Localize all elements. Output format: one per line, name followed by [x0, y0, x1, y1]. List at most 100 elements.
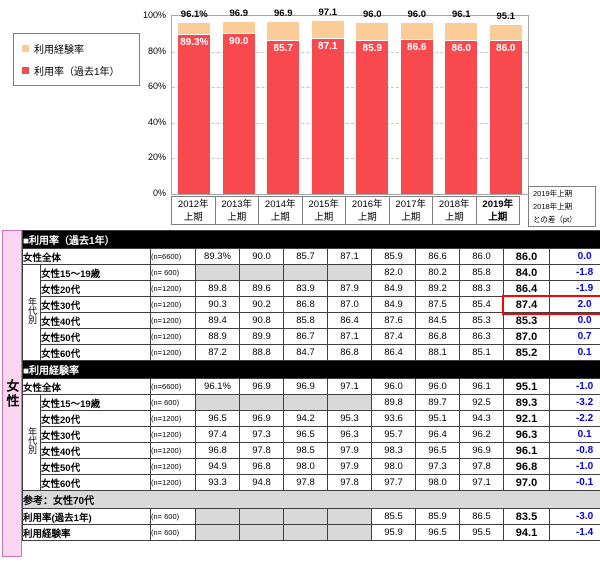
year-label: 2017年 上期: [388, 196, 433, 225]
section-header: ■利用経験率: [21, 360, 600, 379]
table-row: 女性60代 (n=1200) 93.3 94.8 97.8 97.8 97.7 98.0 97.…: [23, 474, 600, 491]
sample-size: (n=6600): [150, 378, 196, 395]
bar-total-label: 96.0: [407, 9, 427, 21]
latest-value-cell: 96.1: [503, 442, 550, 459]
y-axis-tick-label: 40%: [147, 116, 166, 127]
sample-size: (n=1200): [150, 474, 196, 491]
value-cell: 89.3%: [195, 248, 240, 265]
value-cell: 90.8: [239, 312, 284, 329]
latest-value-cell: 86.0: [503, 248, 550, 265]
table-row: 女性全体 (n=6600) 89.3% 90.0 85.7 87.1 85.9 86.6 86.…: [22, 248, 600, 265]
diff-header-line2: 2018年上期: [533, 201, 573, 211]
value-cell: 97.8: [459, 458, 504, 475]
value-cell: 89.4: [195, 312, 240, 329]
value-cell: 88.3: [459, 280, 504, 297]
row-label: 女性20代: [40, 280, 151, 297]
value-cell: 85.5: [371, 508, 416, 525]
value-cell: 96.5: [415, 442, 460, 459]
value-cell: 96.8: [195, 442, 240, 459]
value-cell: [195, 508, 240, 525]
diff-cell: -3.2: [548, 394, 600, 411]
row-label: 女性30代: [40, 426, 151, 443]
sample-size: (n=6600): [150, 248, 196, 265]
value-cell: 96.2: [459, 426, 504, 443]
age-group-cell: 年代別: [22, 264, 41, 361]
value-cell: 98.0: [283, 458, 328, 475]
value-cell: 96.1%: [195, 378, 240, 395]
sample-size: (n=1200): [150, 442, 196, 459]
year-label: 2019年 上期: [475, 196, 520, 225]
bar-segment-experience: [311, 21, 344, 38]
value-cell: 86.8: [283, 296, 328, 313]
diff-cell: 0.0: [548, 248, 600, 265]
value-cell: [283, 524, 328, 541]
value-cell: 97.4: [195, 426, 240, 443]
y-axis-tick-label: 20%: [147, 152, 166, 163]
sample-size: (n= 600): [150, 508, 196, 525]
bar-segment-divider: [311, 37, 344, 39]
age-group-label: 年代別: [27, 296, 37, 324]
table-row: 女性60代 (n=1200) 87.2 88.8 84.7 86.8 86.4 88.1 85.…: [23, 344, 600, 361]
row-label: 女性全体: [22, 378, 151, 395]
value-cell: 98.0: [371, 458, 416, 475]
table-row: 女性30代 (n=1200) 97.4 97.3 96.5 96.3 95.7 96.4 96.…: [23, 426, 600, 443]
table-row: 女性全体 (n=6600) 96.1% 96.9 96.9 97.1 96.0 96.0 96.…: [22, 378, 600, 395]
value-cell: 97.8: [239, 442, 284, 459]
value-cell: [327, 508, 372, 525]
gridline: [172, 51, 528, 53]
gender-sidebar: 女性: [2, 230, 22, 557]
latest-value-cell: 87.0: [503, 328, 550, 345]
section-header-row: ■利用率（過去1年）: [21, 230, 600, 249]
section-header-row: 参考：女性70代: [21, 490, 600, 509]
bar-total-label: 96.9: [229, 7, 249, 19]
row-label: 女性40代: [40, 442, 151, 459]
value-cell: 95.3: [327, 410, 372, 427]
value-cell: 83.9: [283, 280, 328, 297]
bar-segment-divider: [445, 39, 478, 41]
bar-segment-usage: 89.3%: [178, 35, 211, 194]
bar-segment-divider: [222, 32, 255, 34]
value-cell: 85.9: [371, 248, 416, 265]
latest-value-cell: 96.8: [503, 458, 550, 475]
latest-value-cell: 96.3: [503, 426, 550, 443]
sample-size: (n=1200): [150, 296, 196, 313]
diff-cell: -0.1: [548, 474, 600, 491]
diff-column-header: 2019年上期 2018年上期 との差（pt）: [528, 186, 596, 227]
value-cell: 94.2: [283, 410, 328, 427]
value-cell: 96.9: [239, 378, 284, 395]
bar-total-label: 96.9: [274, 7, 293, 19]
table-row: 利用経験率 (n= 600) 95.9 96.5 95.5 94.1 -1.4: [22, 524, 600, 541]
table-row: 女性40代 (n=1200) 89.4 90.8 85.8 86.4 87.6 84.5 85.…: [23, 312, 600, 329]
diff-cell: -1.0: [548, 378, 600, 395]
value-cell: 98.5: [283, 442, 328, 459]
diff-cell: -1.9: [548, 280, 600, 297]
bar-segment-experience: [267, 21, 300, 41]
sample-size: (n=1200): [150, 280, 196, 297]
bar-segment-experience: [178, 22, 211, 35]
table-row: 女性20代 (n=1200) 96.5 96.9 94.2 95.3 93.6 95.1 94.…: [23, 410, 600, 427]
age-group-label: 年代別: [27, 426, 37, 454]
diff-cell: -0.8: [548, 442, 600, 459]
bar-segment-usage: 86.6: [400, 39, 433, 194]
value-cell: 82.0: [371, 264, 416, 281]
row-label: 女性全体: [22, 248, 151, 265]
value-cell: 88.1: [415, 344, 460, 361]
value-cell: 87.4: [371, 328, 416, 345]
bar-total-label: 96.1%: [180, 8, 208, 20]
row-label: 女性20代: [40, 410, 151, 427]
bar-segment-experience: [356, 23, 389, 41]
latest-value-cell: 87.4: [503, 296, 550, 313]
row-label: 女性50代: [40, 458, 151, 475]
table-row: 女性20代 (n=1200) 89.8 89.6 83.9 87.9 84.9 89.2 88.…: [23, 280, 600, 297]
value-cell: 97.9: [327, 442, 372, 459]
value-cell: [327, 264, 372, 281]
gridline: [172, 158, 528, 160]
value-cell: [195, 264, 240, 281]
sample-size: (n=1200): [150, 410, 196, 427]
value-cell: 97.3: [239, 426, 284, 443]
value-cell: 97.1: [459, 474, 504, 491]
value-cell: 97.7: [371, 474, 416, 491]
stacked-bar: 85.9: [356, 23, 389, 194]
value-cell: 90.3: [195, 296, 240, 313]
